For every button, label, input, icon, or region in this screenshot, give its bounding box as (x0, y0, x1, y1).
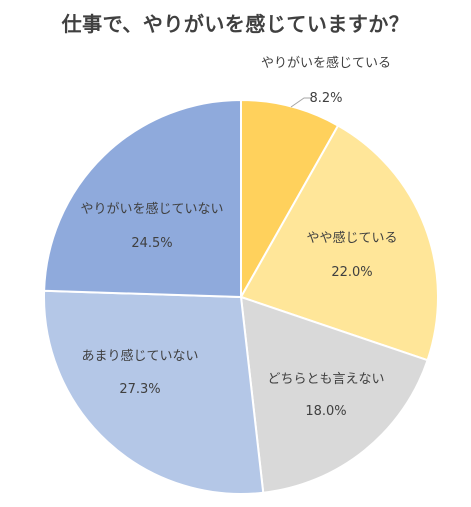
slice-category-label: やや感じている (306, 230, 397, 246)
slice-value-label: 8.2% (309, 91, 342, 106)
slice-value-label: 18.0% (305, 404, 346, 419)
slice-value-label: 27.3% (119, 382, 160, 397)
pie-slice (43, 289, 265, 495)
pie-slice (43, 98, 242, 299)
slice-category-label: やりがいを感じていない (80, 201, 223, 217)
slice-category-label: やりがいを感じている (261, 55, 391, 71)
slice-category-label: どちらとも言えない (267, 372, 384, 387)
slice-value-label: 24.5% (131, 236, 172, 251)
slice-value-label: 22.0% (331, 265, 372, 280)
leader-line (290, 97, 312, 108)
chart-title: 仕事で、やりがいを感じていますか？ (61, 12, 410, 36)
slice-category-label: あまり感じていない (81, 348, 198, 364)
pie-slice (239, 295, 429, 494)
pie-slice (239, 124, 439, 362)
